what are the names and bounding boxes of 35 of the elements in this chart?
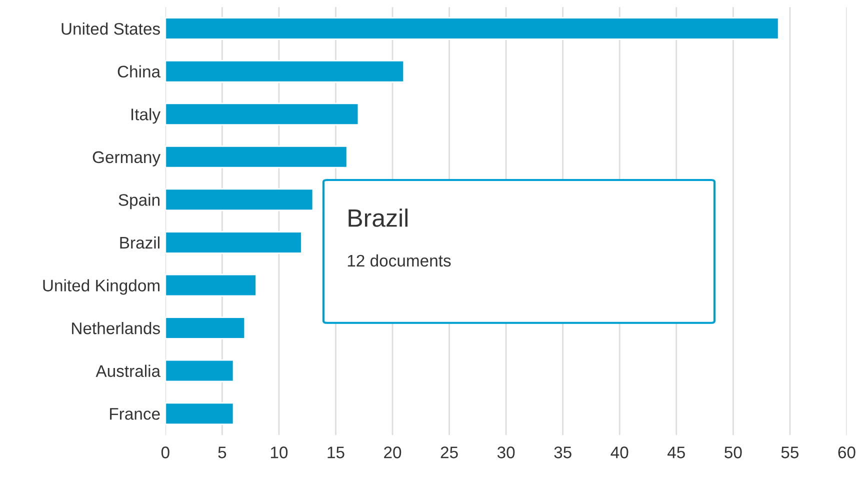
x-tick-label: 35 bbox=[554, 446, 572, 458]
annotation: 12 documents bbox=[348, 254, 451, 267]
y-tick-label: United States bbox=[62, 22, 160, 35]
bar bbox=[165, 359, 234, 382]
y-tick-label: France bbox=[110, 408, 160, 420]
y-tick-label: Netherlands bbox=[72, 322, 160, 334]
y-tick-label: United Kingdom bbox=[43, 279, 160, 295]
y-tick-label: Germany bbox=[92, 151, 161, 166]
x-tick-label: 20 bbox=[384, 446, 402, 458]
x-tick-label: 55 bbox=[781, 446, 799, 458]
y-tick-label: Australia bbox=[96, 364, 161, 378]
x-tick-label: 60 bbox=[838, 446, 856, 458]
x-tick-label: 40 bbox=[610, 446, 628, 458]
bar bbox=[165, 274, 257, 297]
bar bbox=[165, 402, 234, 425]
y-tick-label: Italy bbox=[132, 108, 161, 124]
x-tick-label: 25 bbox=[440, 446, 458, 458]
x-tick-label: 10 bbox=[270, 446, 288, 458]
bar bbox=[165, 316, 246, 340]
bar bbox=[165, 60, 405, 83]
bar bbox=[165, 146, 348, 168]
bar bbox=[165, 188, 314, 212]
y-tick-label: China bbox=[118, 65, 161, 78]
x-tick-label: 5 bbox=[218, 446, 226, 458]
y-tick-label: Brazil bbox=[120, 236, 160, 249]
bar bbox=[165, 102, 360, 126]
x-tick-label: 50 bbox=[724, 446, 742, 458]
x-tick-label: 45 bbox=[668, 446, 685, 458]
annotation: Brazil bbox=[348, 208, 408, 227]
x-tick-label: 0 bbox=[161, 446, 170, 458]
x-tick-label: 30 bbox=[497, 446, 515, 458]
bar bbox=[165, 17, 780, 40]
bar bbox=[165, 231, 302, 254]
y-tick-label: Spain bbox=[118, 194, 160, 210]
x-tick-label: 15 bbox=[328, 446, 344, 458]
